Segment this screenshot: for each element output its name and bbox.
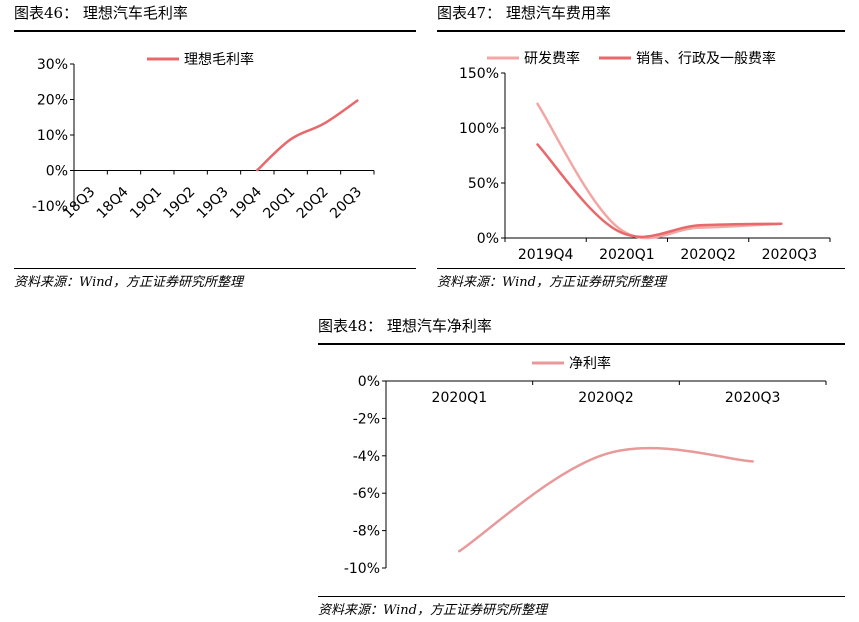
gross-margin-chart: -10%0%10%20%30%18Q318Q419Q119Q219Q319Q42… [32, 51, 375, 222]
series-line [458, 446, 754, 553]
y-tick-label: -4% [353, 449, 380, 465]
net-margin-chart: -10% -8% -6% -4% -2% 0% 2020Q1 2020Q2 2020Q3 净利率 [344, 355, 827, 577]
y-tick-label: -10% [32, 199, 68, 215]
legend-label: 研发费率 [524, 50, 580, 67]
y-tick-label: -10% [344, 561, 380, 577]
x-tick-label: 20Q1 [260, 184, 298, 222]
title-rule [437, 30, 845, 32]
chart-source: 资料来源：Wind，方正证券研究所整理 [14, 275, 243, 290]
x-tick-label: 19Q1 [127, 184, 165, 222]
title-rule [14, 30, 416, 32]
y-tick-label: 20% [37, 93, 68, 109]
net-margin-panel: 图表48： 理想汽车净利率 -10% -8% -6% -4% -2% 0% 2020Q1 20… [318, 313, 845, 622]
x-tick-label: 19Q2 [160, 184, 198, 222]
title-rule [318, 343, 845, 345]
expense-ratio-chart: 0% 50% 100% 150% 2019Q4 2020Q1 2020Q2 2020Q3 研发费… [459, 50, 831, 263]
x-tick-label: 2020Q1 [599, 247, 655, 263]
y-tick-label: 10% [37, 128, 68, 144]
x-tick-label: 20Q3 [327, 184, 365, 222]
y-tick-label: -2% [353, 411, 380, 427]
chart-source: 资料来源：Wind，方正证券研究所整理 [437, 275, 666, 290]
x-tick-label: 2020Q3 [725, 390, 781, 406]
y-tick-label: 30% [37, 57, 68, 73]
y-tick-label: 50% [468, 176, 499, 192]
legend-label: 理想毛利率 [184, 51, 254, 68]
y-tick-label: 100% [459, 121, 499, 137]
x-tick-label: 19Q3 [194, 184, 232, 222]
chart-title: 图表48： 理想汽车净利率 [318, 317, 492, 335]
y-tick-label: -6% [353, 486, 380, 502]
source-rule [14, 268, 416, 269]
x-tick-label: 2019Q4 [518, 247, 574, 263]
chart-title: 图表47： 理想汽车费用率 [437, 4, 611, 22]
series-line [536, 143, 783, 239]
x-tick-label: 18Q4 [94, 184, 132, 222]
x-tick-label: 20Q2 [294, 184, 332, 222]
expense-ratio-panel: 图表47： 理想汽车费用率 0% 50% 100% 150% 2019Q4 2020Q1 2… [437, 0, 845, 300]
x-tick-label: 2020Q1 [432, 390, 488, 406]
chart-source: 资料来源：Wind，方正证券研究所整理 [318, 603, 547, 618]
chart-title: 图表46： 理想汽车毛利率 [14, 4, 188, 22]
x-tick-label: 2020Q3 [762, 247, 818, 263]
source-rule [437, 268, 845, 269]
series-line [536, 102, 783, 240]
source-rule [318, 596, 845, 597]
legend-label: 净利率 [569, 355, 611, 372]
x-tick-label: 19Q4 [227, 184, 265, 222]
y-tick-label: 0% [46, 164, 68, 180]
y-tick-label: 0% [477, 231, 499, 247]
x-tick-label: 2020Q2 [680, 247, 736, 263]
y-tick-label: -8% [353, 524, 380, 540]
series-line [256, 99, 359, 172]
x-tick-label: 2020Q2 [578, 390, 634, 406]
legend-label: 销售、行政及一般费率 [636, 50, 776, 67]
y-tick-label: 0% [358, 374, 380, 390]
y-tick-label: 150% [459, 66, 499, 82]
gross-margin-panel: 图表46： 理想汽车毛利率 -10% 0% 10% 20% 30% 18Q3 18Q4 19Q… [14, 0, 416, 300]
